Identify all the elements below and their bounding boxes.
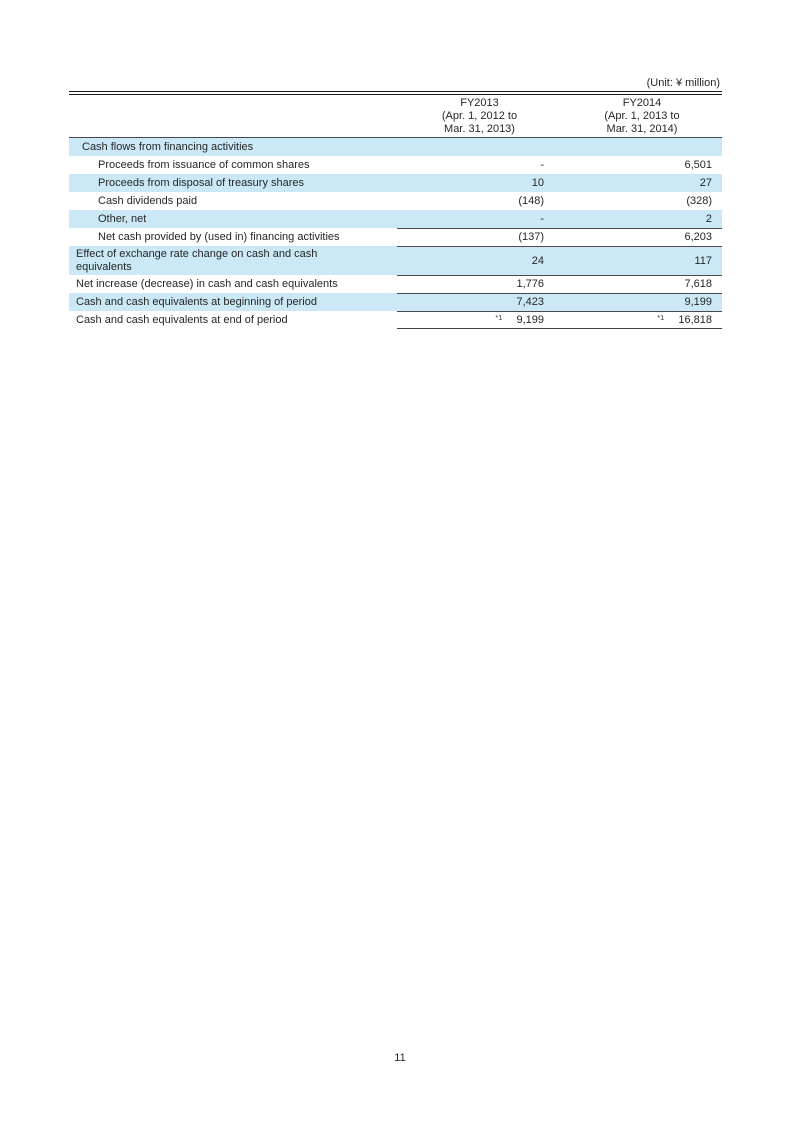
row-value-fy2014: (328) (686, 194, 712, 207)
row-label: Cash dividends paid (98, 194, 198, 207)
row-value-fy2014: *1 16,818 (562, 311, 722, 330)
page-number: 11 (394, 1052, 406, 1064)
row-value-fy2013: 1,776 (397, 275, 562, 293)
row-label: Effect of exchange rate change on cash a… (76, 247, 318, 273)
row-value-fy2014: 9,199 (562, 293, 722, 311)
header-fy2013-title: FY2013 (460, 97, 499, 109)
statement-page: (Unit: ¥ million) FY2013 (Apr. 1, 2012 t… (69, 77, 722, 330)
unit-label: (Unit: ¥ million) (646, 77, 720, 89)
header-fy2014-period-end: Mar. 31, 2014) (606, 122, 678, 135)
table-row: Other, net - 2 (69, 210, 722, 229)
row-label: Cash flows from financing activities (82, 140, 254, 153)
header-spacer (69, 97, 397, 135)
row-value-fy2013: 10 (531, 176, 544, 189)
table-row: Net increase (decrease) in cash and cash… (69, 275, 722, 293)
table-body: Cash flows from financing activities Pro… (69, 138, 722, 330)
header-fy2013: FY2013 (Apr. 1, 2012 to Mar. 31, 2013) (397, 97, 562, 135)
table-header: FY2013 (Apr. 1, 2012 to Mar. 31, 2013) F… (69, 95, 722, 139)
row-value-fy2014: 6,501 (684, 158, 712, 171)
row-value-fy2013 (397, 138, 562, 156)
table-row: Cash flows from financing activities (69, 138, 722, 157)
row-value-fy2014: 27 (699, 176, 712, 189)
row-value-fy2013: (148) (518, 194, 544, 207)
row-value-fy2014: 2 (705, 212, 712, 225)
table-row: Cash and cash equivalents at beginning o… (69, 293, 722, 312)
row-label: Proceeds from issuance of common shares (98, 158, 310, 171)
row-label: Other, net (98, 212, 147, 225)
header-fy2014: FY2014 (Apr. 1, 2013 to Mar. 31, 2014) (562, 97, 722, 135)
row-label: Proceeds from disposal of treasury share… (98, 176, 305, 189)
table-row: Cash dividends paid (148) (328) (69, 192, 722, 210)
header-fy2014-period-start: (Apr. 1, 2013 to (604, 109, 680, 122)
row-value-fy2014: 7,618 (562, 275, 722, 293)
header-fy2013-period-end: Mar. 31, 2013) (444, 122, 515, 135)
header-fy2014-title: FY2014 (622, 97, 662, 109)
row-value-fy2014: 117 (562, 246, 722, 275)
table-row: Proceeds from disposal of treasury share… (69, 174, 722, 193)
row-value-fy2013: 7,423 (397, 293, 562, 311)
row-value-fy2013: - (540, 158, 544, 171)
row-value-fy2013: - (540, 212, 544, 225)
row-label: Net cash provided by (used in) financing… (98, 230, 340, 243)
row-label: Cash and cash equivalents at end of peri… (76, 313, 288, 326)
table-row: Net cash provided by (used in) financing… (69, 228, 722, 246)
table-row: Effect of exchange rate change on cash a… (69, 246, 722, 276)
row-value-fy2013: (137) (397, 228, 562, 246)
footnote-marker: *1 (495, 312, 503, 322)
cash-flow-table: FY2013 (Apr. 1, 2012 to Mar. 31, 2013) F… (69, 91, 722, 330)
row-value-fy2013: *1 9,199 (397, 311, 562, 330)
row-value-fy2013: 24 (397, 246, 562, 275)
row-value-fy2014: 6,203 (562, 228, 722, 246)
row-label: Net increase (decrease) in cash and cash… (76, 277, 338, 290)
row-value-fy2014 (562, 138, 722, 156)
header-fy2013-period-start: (Apr. 1, 2012 to (441, 109, 518, 122)
table-row: Proceeds from issuance of common shares … (69, 156, 722, 174)
table-row: Cash and cash equivalents at end of peri… (69, 311, 722, 330)
row-label: Cash and cash equivalents at beginning o… (76, 295, 317, 308)
footnote-marker: *1 (657, 312, 665, 322)
